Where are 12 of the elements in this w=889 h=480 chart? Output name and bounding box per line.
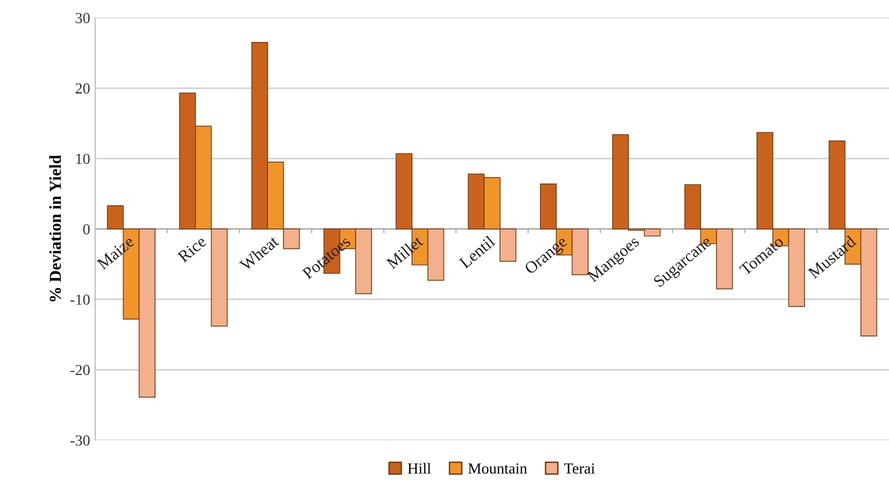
y-tick-label: 20 [76, 83, 90, 94]
legend-label: Hill [408, 462, 431, 474]
y-tick-label: -10 [70, 294, 90, 305]
y-tick-label: 30 [76, 12, 90, 24]
y-tick-label: 10 [76, 154, 90, 164]
x-tick-label: Rice [177, 235, 207, 263]
y-tick-label: -20 [70, 364, 90, 376]
y-tick-label: -30 [70, 435, 90, 446]
legend-label: Mountain [468, 463, 528, 474]
legend-label: Terai [564, 463, 595, 474]
y-axis-title: % Deviation in Yield [49, 154, 62, 302]
y-tick-label: 0 [83, 224, 90, 234]
